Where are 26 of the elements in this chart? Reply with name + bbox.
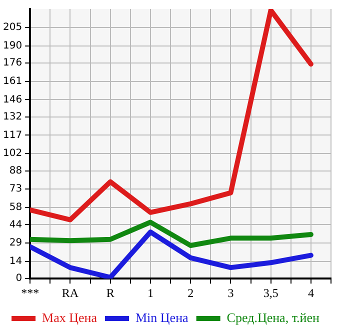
x-tick-label: 2 <box>188 286 194 300</box>
x-tick-label: 1 <box>147 286 154 300</box>
y-tick-label: 176 <box>2 58 22 69</box>
y-tick-label: 0 <box>16 273 22 284</box>
y-tick-label: 117 <box>2 130 22 141</box>
y-tick-label: 102 <box>2 148 22 160</box>
y-tick-label: 146 <box>2 94 22 106</box>
y-tick-label: 58 <box>9 202 22 214</box>
y-tick-label: 132 <box>2 111 22 122</box>
x-tick-label: *** <box>21 286 40 300</box>
y-tick-label: 205 <box>2 22 22 33</box>
x-tick-label: R <box>106 286 114 300</box>
x-tick-label: 3 <box>228 286 234 300</box>
x-tick-label: 4 <box>308 286 314 300</box>
legend-label: Сред.Цена, т.йен <box>226 310 320 325</box>
x-tick-label: 3,5 <box>263 286 278 300</box>
y-tick-label: 190 <box>2 40 22 52</box>
legend-label: Min Цена <box>136 310 189 325</box>
y-tick-label: 14 <box>9 256 22 268</box>
y-tick-label: 88 <box>9 165 22 176</box>
legend-label: Max Цена <box>42 310 98 325</box>
y-tick-label: 29 <box>9 238 22 249</box>
y-tick-label: 73 <box>9 184 22 195</box>
y-tick-label: 161 <box>2 76 22 87</box>
y-tick-label: 44 <box>9 219 22 230</box>
x-tick-label: RA <box>62 286 79 300</box>
